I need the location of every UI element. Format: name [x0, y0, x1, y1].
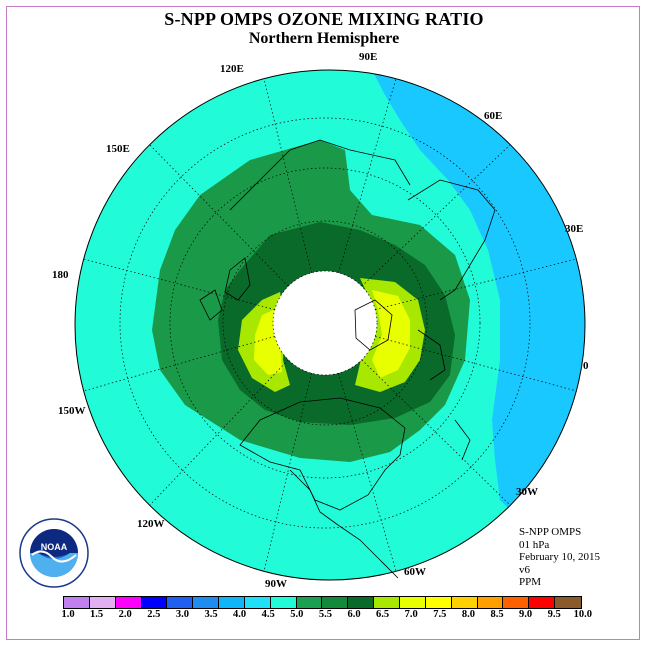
colorbar-label: 9.5 [547, 609, 561, 620]
colorbar-swatch [64, 597, 90, 608]
colorbar-label: 9.0 [519, 609, 533, 620]
page-title: S-NPP OMPS OZONE MIXING RATIO [164, 9, 484, 29]
lon-label-90e: 90E [359, 51, 378, 63]
colorbar-label: 6.0 [347, 609, 361, 620]
colorbar-label: 4.0 [233, 609, 247, 620]
lon-label-0: 0 [583, 360, 589, 372]
colorbar-swatch [219, 597, 245, 608]
lon-label-30e: 30E [565, 223, 584, 235]
colorbar [63, 596, 582, 609]
colorbar-swatch [141, 597, 168, 608]
info-instrument: S-NPP OMPS [519, 526, 582, 538]
colorbar-label: 2.0 [118, 609, 132, 620]
colorbar-label: 7.5 [433, 609, 447, 620]
colorbar-swatch [477, 597, 504, 608]
colorbar-label: 1.5 [90, 609, 104, 620]
meridian-line [361, 359, 511, 506]
info-date: February 10, 2015 [519, 551, 600, 563]
lon-label-60e: 60E [484, 110, 503, 122]
colorbar-label: 3.5 [204, 609, 218, 620]
colorbar-label: 3.0 [175, 609, 189, 620]
graticule [83, 78, 577, 572]
meridian-line [83, 258, 275, 310]
colorbar-swatch [89, 597, 116, 608]
colorbar-swatch [322, 597, 349, 608]
colorbar-swatch [167, 597, 194, 608]
colorbar-swatch [193, 597, 220, 608]
colorbar-swatch [399, 597, 426, 608]
colorbar-label: 6.5 [376, 609, 390, 620]
colorbar-label: 7.0 [404, 609, 418, 620]
info-level: 01 hPa [519, 538, 550, 551]
ozone-field [75, 70, 585, 580]
colorbar-label: 4.5 [261, 609, 275, 620]
meridian-line [375, 336, 577, 392]
meridian-line [149, 144, 289, 287]
lon-label-30w: 30W [516, 486, 538, 498]
colorbar-label: 10.0 [573, 609, 592, 620]
colorbar-label: 8.0 [461, 609, 475, 620]
lon-label-90w: 90W [265, 578, 287, 590]
colorbar-swatch [244, 597, 271, 608]
meridian-line [149, 359, 289, 506]
colorbar-swatch [425, 597, 452, 608]
no-data-region [273, 271, 377, 375]
lon-label-150w: 150W [58, 405, 86, 417]
lon-label-60w: 60W [404, 566, 426, 578]
info-version: v6 [519, 563, 530, 576]
colorbar-swatch [529, 597, 556, 608]
map-boundary [74, 69, 586, 581]
colorbar-swatch [451, 597, 478, 608]
colorbar-swatch [296, 597, 323, 608]
plot-frame [6, 6, 640, 640]
info-block: S-NPP OMPS 01 hPa February 10, 2015 v6 P… [519, 526, 600, 589]
colorbar-swatch [503, 597, 530, 608]
colorbar-swatch [348, 597, 375, 608]
colorbar-label: 8.5 [490, 609, 504, 620]
colorbar-label: 5.0 [290, 609, 304, 620]
colorbar-label: 1.0 [61, 609, 75, 620]
colorbar-swatch [115, 597, 142, 608]
ozone-level-7-0 [372, 290, 410, 378]
lon-label-120w: 120W [137, 518, 165, 530]
lon-label-120e: 120E [220, 63, 244, 75]
colorbar-swatch [555, 597, 581, 608]
colorbar-label: 5.5 [318, 609, 332, 620]
colorbar-swatch [374, 597, 400, 608]
meridian-line [263, 78, 312, 273]
meridian-line [83, 336, 275, 392]
noaa-logo: NOAA [19, 518, 89, 588]
meridian-line [338, 78, 397, 273]
lon-label-150e: 150E [106, 143, 130, 155]
svg-text:NOAA: NOAA [41, 542, 68, 552]
page-subtitle: Northern Hemisphere [248, 30, 400, 47]
lon-label-180: 180 [52, 269, 69, 281]
info-units: PPM [519, 576, 542, 588]
meridian-line [375, 258, 577, 310]
colorbar-label: 2.5 [147, 609, 161, 620]
colorbar-swatch [270, 597, 297, 608]
